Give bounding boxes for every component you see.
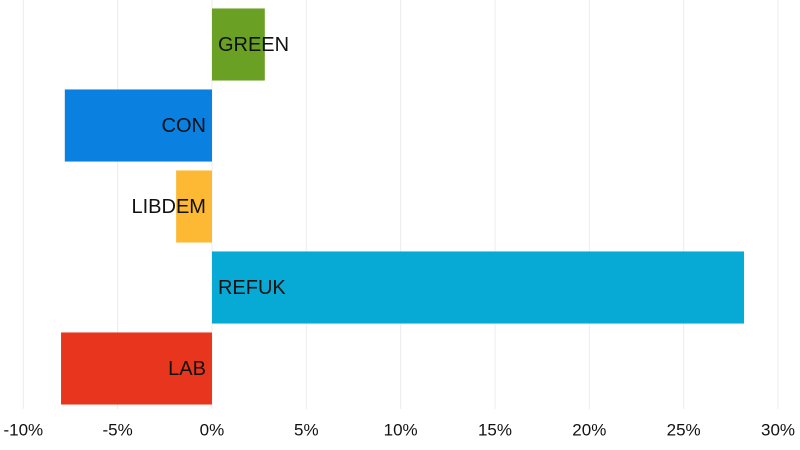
bar-label: GREEN: [218, 34, 289, 56]
bar: [61, 332, 212, 405]
bar-label: LAB: [168, 358, 206, 380]
x-tick-label: 20%: [572, 420, 606, 439]
x-tick-label: 30%: [761, 420, 795, 439]
x-tick-label: 0%: [200, 420, 225, 439]
x-tick-label: 10%: [384, 420, 418, 439]
bar-label: REFUK: [218, 277, 286, 299]
x-tick-label: 25%: [667, 420, 701, 439]
x-tick-label: -5%: [103, 420, 133, 439]
bar-label: CON: [162, 115, 206, 137]
bar: [211, 251, 745, 324]
x-tick-label: 15%: [478, 420, 512, 439]
bar: [64, 89, 212, 162]
x-tick-label: 5%: [294, 420, 319, 439]
x-tick-label: -10%: [3, 420, 43, 439]
bar-label: LIBDEM: [132, 196, 206, 218]
bar: [176, 170, 212, 243]
bar: [211, 8, 265, 81]
